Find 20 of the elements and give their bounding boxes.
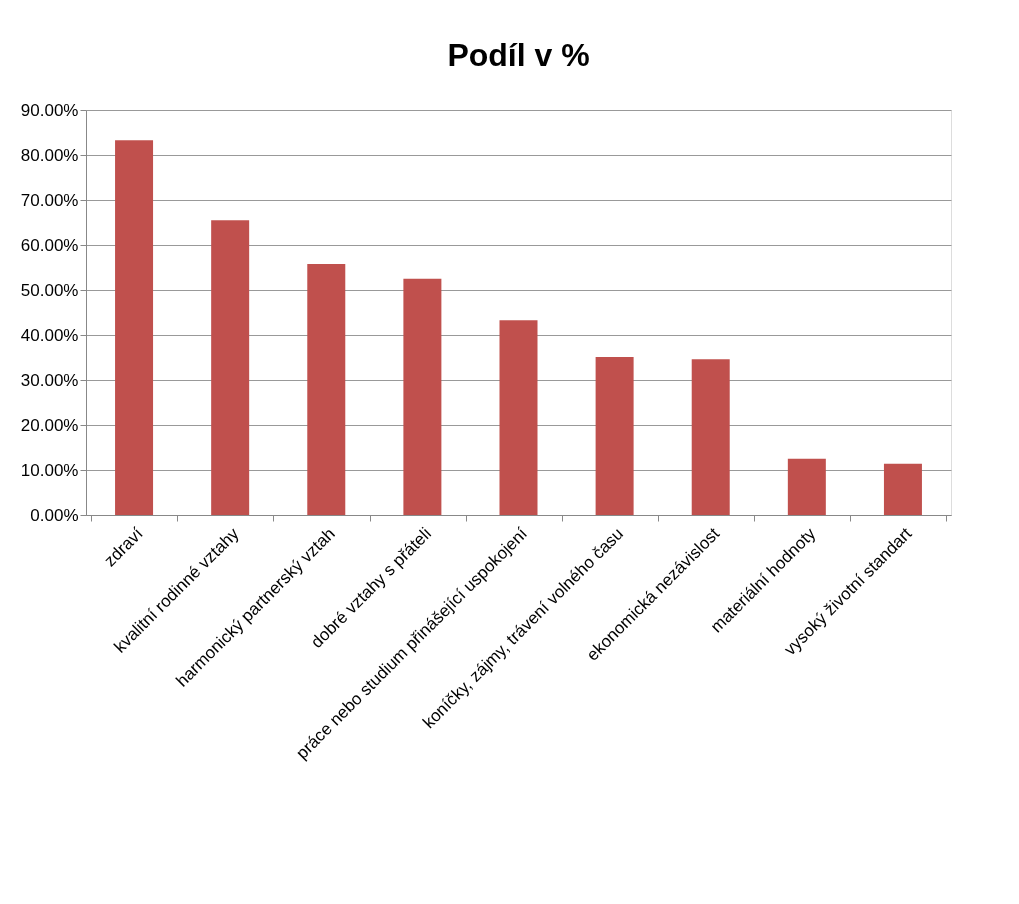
bar: [595, 357, 634, 515]
y-tick-label: 80.00%: [20, 145, 79, 165]
bar: [691, 359, 730, 515]
y-tick-label: 60.00%: [20, 235, 79, 255]
y-tick-label: 30.00%: [20, 370, 79, 390]
y-tick-label: 10.00%: [20, 460, 79, 480]
bar: [403, 278, 442, 515]
y-tick-label: 20.00%: [20, 415, 79, 435]
y-tick-label: 90.00%: [20, 100, 79, 120]
bar: [883, 463, 922, 515]
bar: [787, 458, 826, 515]
bar: [115, 140, 154, 515]
y-tick-label: 50.00%: [20, 280, 79, 300]
y-tick-label: 70.00%: [20, 190, 79, 210]
chart-title: Podíl v %: [447, 37, 590, 73]
y-tick-label: 40.00%: [20, 325, 79, 345]
bar: [499, 320, 538, 515]
bar: [211, 220, 250, 515]
bar: [307, 263, 346, 515]
y-tick-label: 0.00%: [30, 505, 79, 525]
